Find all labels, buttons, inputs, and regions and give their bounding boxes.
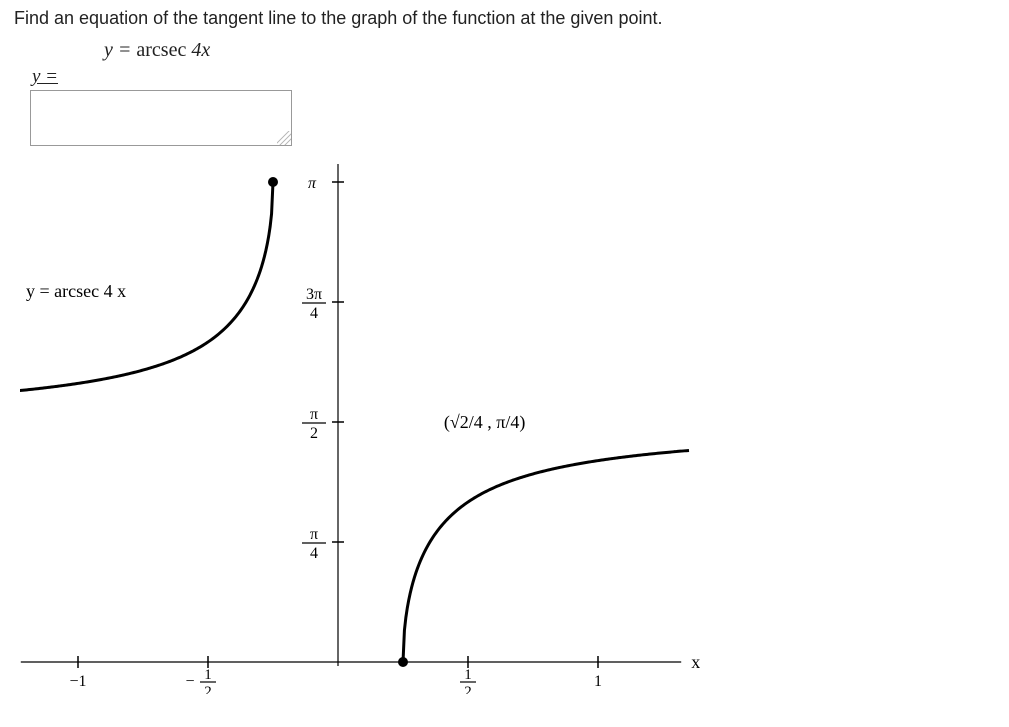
svg-text:1: 1 [464, 667, 472, 683]
eq-sign: = [113, 39, 137, 61]
svg-text:1: 1 [594, 673, 602, 690]
svg-text:2: 2 [310, 425, 318, 442]
svg-text:2: 2 [204, 684, 212, 694]
svg-text:2: 2 [464, 684, 472, 694]
svg-text:π: π [310, 526, 318, 543]
svg-text:y = arcsec 4 x: y = arcsec 4 x [26, 281, 126, 301]
answer-label: y = [32, 66, 995, 88]
svg-text:1: 1 [204, 667, 212, 683]
eq-fn: arcsec [136, 39, 191, 61]
eq-lhs: y [104, 39, 113, 61]
graph-figure: yxπ3π4π2π4−1−12121y = arcsec 4 x(√2/4 , … [20, 164, 995, 694]
svg-text:4: 4 [310, 305, 318, 322]
svg-text:4: 4 [310, 545, 318, 562]
svg-text:−1: −1 [69, 673, 86, 690]
svg-text:π: π [310, 406, 318, 423]
svg-text:(√2/4 , π/4): (√2/4 , π/4) [444, 412, 525, 433]
svg-text:−: − [185, 673, 194, 690]
eq-arg: 4x [191, 39, 210, 61]
given-equation: y = arcsec 4x [104, 39, 995, 62]
answer-input[interactable] [30, 90, 292, 146]
question-prompt: Find an equation of the tangent line to … [14, 8, 995, 29]
svg-text:x: x [691, 652, 700, 672]
svg-text:π: π [308, 175, 317, 192]
svg-text:3π: 3π [306, 286, 322, 303]
graph-svg: yxπ3π4π2π4−1−12121y = arcsec 4 x(√2/4 , … [20, 164, 700, 694]
